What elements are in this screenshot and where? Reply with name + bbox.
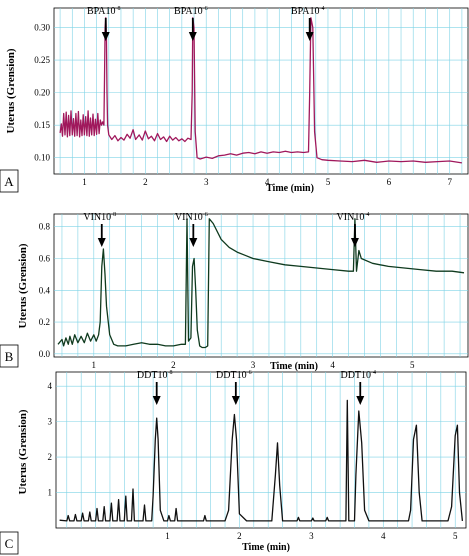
panel-b-y-axis-title: Uterus (Grension) (17, 243, 29, 328)
panel-b-x-tick-label: 5 (410, 360, 415, 370)
panel-a-annotations: BPA10-8 BPA10-6 BPA10-4 (87, 6, 325, 41)
panel-c-dose-annotation: DDT10-6 (216, 370, 252, 405)
panel-b-ticks: 1 2 3 4 5 0.0 0.2 0.4 0.6 0.8 (39, 222, 415, 370)
dose-label: DDT10-6 (216, 370, 252, 381)
panel-c-annotations: DDT10-8 DDT10-6 DDT10-4 (137, 370, 376, 405)
panel-b-annotations: VIN10-8 VIN10-6 VIN10-4 (83, 212, 369, 247)
panel-b-x-tick-label: 4 (330, 360, 335, 370)
panel-c-x-tick-label: 5 (453, 531, 458, 541)
panel-b-x-tick-label: 1 (92, 360, 97, 370)
panel-b-marks (57, 218, 465, 349)
dose-label: VIN10-4 (337, 212, 370, 223)
panel-b-y-tick-label: 0.2 (39, 317, 50, 327)
dose-arrow-head (152, 396, 161, 405)
panel-c-x-tick-label: 1 (165, 531, 170, 541)
panel-a-y-tick-label: 0.20 (34, 88, 50, 98)
panel-c-marks (59, 399, 464, 522)
panel-b-y-tick-label: 0.0 (39, 349, 51, 359)
dose-label: DDT10-4 (340, 370, 376, 381)
dose-arrow-head (350, 238, 359, 247)
panel-c-x-axis-title: Time (min) (242, 542, 290, 553)
panel-b-dose-annotation: VIN10-8 (83, 212, 116, 247)
panel-c-series-line (59, 399, 464, 522)
panel-b-y-tick-label: 0.6 (39, 253, 51, 263)
panel-c-ticks: 1 2 3 4 5 1 2 3 4 (48, 381, 458, 541)
panel-b-plot-area (53, 213, 469, 358)
panel-c-plot-area (55, 371, 467, 529)
dose-arrow-head (188, 32, 197, 41)
panel-c-y-tick-label: 3 (48, 417, 53, 427)
panel-b-letter: B (5, 349, 14, 364)
panel-c-y-tick-label: 4 (48, 381, 53, 391)
panel-a-ticks: 1 2 3 4 5 6 7 0.10 0.15 0.20 0.25 0.30 (34, 23, 452, 187)
panel-c-grid (56, 372, 466, 528)
panel-a-letter-box (0, 169, 19, 193)
panel-a-marks (59, 17, 463, 164)
dose-label: VIN10-8 (83, 212, 116, 223)
dose-label: BPA10-8 (87, 6, 121, 17)
dose-label: VIN10-6 (175, 212, 208, 223)
panel-a-x-axis-title: Time (min) (266, 183, 314, 194)
panel-a-series-line (59, 17, 463, 164)
panel-c-letter: C (5, 536, 14, 551)
panel-a-plot-area (53, 7, 469, 175)
panel-b-x-axis-title: Time (min) (270, 361, 318, 372)
panel-b: 1 2 3 4 50.00.20.40.60.8 VIN10-8 VIN10-6 VIN10… (0, 212, 469, 372)
panel-c-letter-box (0, 531, 19, 555)
dose-arrow-head (356, 396, 365, 405)
panel-c-x-tick-label: 4 (381, 531, 386, 541)
panel-b-x-tick-label: 2 (171, 360, 176, 370)
panel-a-x-tick-label: 5 (326, 177, 331, 187)
panel-a-dose-annotation: BPA10-6 (174, 6, 208, 41)
panel-c-y-axis-title: Uterus (Grension) (17, 409, 29, 494)
panel-b-letter-box (0, 344, 19, 368)
panel-c-x-tick-label: 2 (237, 531, 242, 541)
panel-c-y-tick-label: 2 (48, 452, 53, 462)
panel-c-x-tick-label: 3 (309, 531, 314, 541)
panel-a-x-tick-label: 7 (447, 177, 452, 187)
panel-a-letter: A (4, 174, 14, 189)
panel-c-y-tick-label: 1 (48, 488, 53, 498)
dose-label: BPA10-6 (174, 6, 208, 17)
panel-a-y-tick-label: 0.25 (34, 55, 50, 65)
dose-label: DDT10-8 (137, 370, 173, 381)
panel-c: 1 2 3 4 5 1 2 3 4 DDT10-8 DDT10-6 DDT10-4 Time (mi… (0, 370, 467, 555)
panel-a-x-tick-label: 1 (82, 177, 87, 187)
panel-a-y-axis-title: Uterus (Grension) (5, 48, 17, 133)
panel-a-y-tick-label: 0.10 (34, 153, 50, 163)
dose-arrow-head (189, 238, 198, 247)
panel-c-dose-annotation: DDT10-8 (137, 370, 173, 405)
panel-b-series-line (57, 218, 465, 349)
panel-a-x-tick-label: 2 (143, 177, 148, 187)
panel-a-y-tick-label: 0.30 (34, 23, 50, 33)
panel-b-y-tick-label: 0.8 (39, 222, 51, 232)
panel-b-dose-annotation: VIN10-6 (175, 212, 208, 247)
dose-arrow-head (305, 32, 314, 41)
panel-a-dose-annotation: BPA10-4 (291, 6, 325, 41)
dose-arrow-head (231, 396, 240, 405)
panel-b-x-tick-label: 3 (251, 360, 256, 370)
dose-arrow-head (101, 32, 110, 41)
panel-c-dose-annotation: DDT10-4 (340, 370, 376, 405)
panel-b-grid (54, 214, 468, 357)
panel-a-x-tick-label: 3 (204, 177, 209, 187)
panel-a-x-tick-label: 4 (265, 177, 270, 187)
panel-a-dose-annotation: BPA10-8 (87, 6, 121, 41)
panel-a-x-tick-label: 6 (387, 177, 392, 187)
panel-b-y-tick-label: 0.4 (39, 285, 51, 295)
panel-b-dose-annotation: VIN10-4 (337, 212, 370, 247)
dose-arrow-head (97, 238, 106, 247)
dose-label: BPA10-4 (291, 6, 325, 17)
panel-a-y-tick-label: 0.15 (34, 120, 50, 130)
panel-a: 1 2 3 4 5 6 70.100.150.200.250.30 BPA10-8 BPA10… (0, 6, 469, 194)
